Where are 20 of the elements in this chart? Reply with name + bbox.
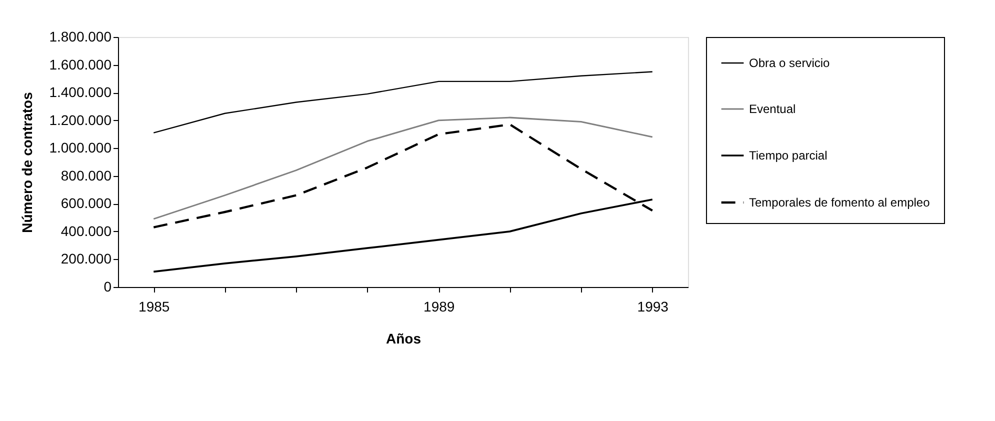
x-axis-title: Años [386, 330, 422, 346]
legend-label: Eventual [749, 102, 796, 116]
y-axis-title: Número de contratos [19, 92, 36, 233]
y-tick-label: 1.600.000 [49, 56, 112, 72]
legend-label: Tiempo parcial [749, 148, 828, 162]
y-tick-label: 600.000 [60, 195, 112, 212]
legend-label: Obra o servicio [749, 56, 830, 70]
line-series [153, 71, 653, 134]
y-tick-label: 800.000 [60, 167, 112, 184]
x-tick-label: 1985 [138, 298, 170, 314]
y-tick-label: 400.000 [60, 222, 112, 239]
y-tick-label: 200.000 [60, 250, 112, 267]
y-tick-label: 0 [104, 278, 112, 294]
x-tick-label: 1993 [637, 298, 669, 314]
y-tick-label: 1.800.000 [49, 28, 112, 44]
x-tick-label: 1989 [424, 298, 455, 314]
legend-label: Temporales de fomento al empleo [749, 196, 930, 210]
y-tick-label: 1.200.000 [49, 112, 112, 128]
y-tick-label: 1.400.000 [49, 84, 112, 100]
y-tick-label: 1.000.000 [49, 140, 112, 156]
